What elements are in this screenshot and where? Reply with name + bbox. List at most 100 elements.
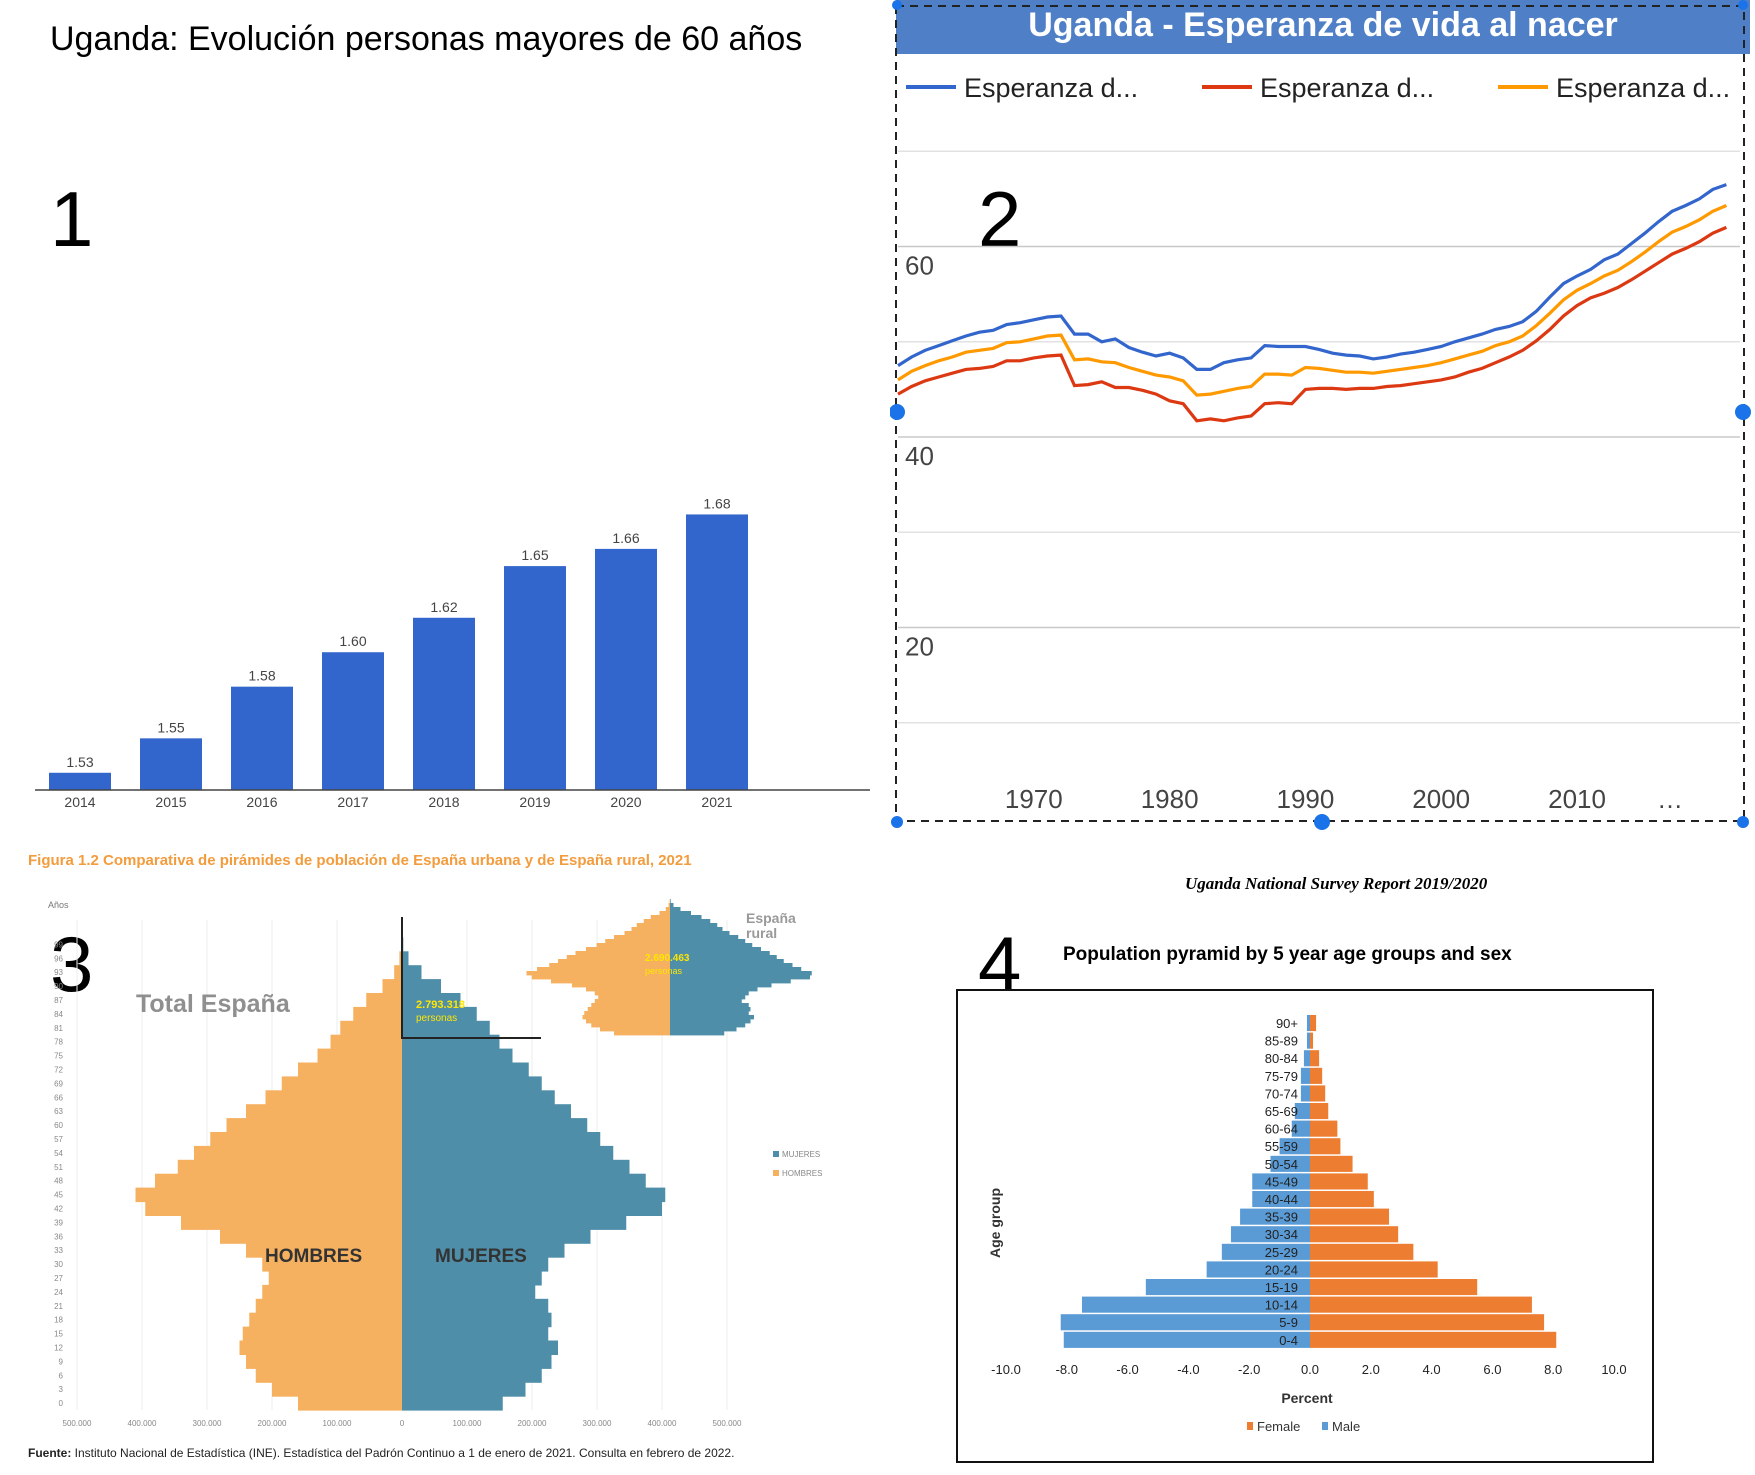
pyramid-bar-male [1270,1155,1310,1172]
x-tick-label: 400.000 [648,1419,677,1428]
resize-handle-top-right[interactable] [1738,0,1748,10]
pyramid-bar-mujeres [402,1020,490,1036]
bar-2019 [504,566,566,790]
x-tick-label: 300.000 [583,1419,612,1428]
bar-value-label: 1.62 [430,599,457,615]
pyramid-bar-mujeres [402,979,441,994]
legend-entry: Esperanza d... [964,73,1138,103]
y-tick-label: 24 [54,1288,63,1297]
pyramid-bar-hombres [366,993,402,1008]
pyramid-bar-female [1310,1243,1414,1260]
pyramid-bar-hombres [239,1340,402,1355]
x-tick-label: -6.0 [1116,1362,1138,1377]
age-group-label: 10-14 [1265,1298,1298,1313]
panel1-bar-chart: 1.53 2014 1.55 2015 1.58 2016 1.60 2017 1.62 2018… [35,495,870,810]
panel2-number: 2 [978,175,1022,263]
pyramid-bar-female [1310,1050,1320,1067]
rural-pyramid-bar [670,915,702,920]
resize-handle-bottom[interactable] [1314,814,1330,830]
rural-pyramid-bar [572,983,670,988]
mujeres-label: MUJERES [435,1246,527,1267]
y-tick-label: 84 [54,1010,63,1019]
pyramid-bar-hombres [181,1215,402,1230]
bar-2021 [686,514,748,790]
rural-pyramid-bar [624,931,670,936]
pyramid-bar-mujeres [402,1201,662,1216]
pyramid-bar-hombres [242,1326,402,1342]
bar-2014 [49,772,111,790]
x-tick-label: 10.0 [1601,1362,1626,1377]
age-group-label: 0-4 [1279,1333,1298,1348]
pyramid-bar-female [1310,1279,1478,1296]
panel4-report-title: Uganda National Survey Report 2019/2020 [1185,874,1488,893]
x-tick-label: 2.0 [1362,1362,1380,1377]
y-tick-label: 45 [54,1191,63,1200]
pyramid-bar-male [1063,1331,1310,1348]
pyramid-bar-female [1310,1314,1545,1331]
pyramid-bar-mujeres [402,1354,552,1369]
bar-2015 [140,738,202,790]
rural-pyramid-bar [670,907,681,912]
x-tick-label: 500.000 [63,1419,92,1428]
y-tick-label: 20 [905,632,934,662]
age-group-label: 90+ [1276,1016,1298,1031]
pyramid-bar-male [1300,1067,1310,1084]
age-group-label: 40-44 [1265,1192,1298,1207]
pyramid-bar-mujeres [402,1173,646,1189]
pyramid-bar-mujeres [402,1298,549,1314]
rural-pyramid-bar [551,979,670,984]
panel2-line-chart[interactable]: Esperanza d... Esperanza d... Esperanza d.… [890,0,1755,830]
y-tick-label: 9 [59,1357,64,1366]
pyramid-bar-mujeres [402,1118,588,1133]
rural-label-line2: rural [746,925,777,941]
bar-2020 [595,548,657,790]
resize-handle-top-left[interactable] [892,0,902,10]
age-group-label: 20-24 [1265,1262,1298,1277]
bar-value-label: 1.58 [248,668,275,684]
rural-pyramid-bar [586,1019,670,1024]
rural-pyramid-bar [605,939,670,944]
legend-male: Male [1332,1419,1360,1434]
rural-pyramid-bar [670,899,671,904]
rural-pyramid-bar [636,923,670,928]
pyramid-bar-hombres [399,951,402,966]
x-tick-label: -10.0 [991,1362,1021,1377]
y-tick-label: 48 [54,1177,63,1186]
rural-pyramid-bar [670,903,674,908]
y-tick-label: 3 [59,1385,64,1394]
y-tick-label: 99 [54,940,63,949]
pyramid-bar-hombres [262,1257,402,1272]
pyramid-bar-hombres [194,1145,402,1161]
rural-pyramid-bar [670,979,791,984]
x-tick-label: … [1657,784,1683,814]
resize-handle-left[interactable] [890,404,905,420]
y-tick-label: 42 [54,1204,63,1213]
legend-male-swatch [1322,1422,1328,1430]
resize-handle-right[interactable] [1735,404,1751,420]
callout-bracket [401,917,541,1039]
pyramid-bar-hombres [298,1062,402,1077]
panel4-legend: Female Male [1247,1419,1360,1434]
y-tick-label: 33 [54,1246,63,1255]
legend-entry: Esperanza d... [1556,73,1730,103]
rural-pyramid-bar [584,1011,670,1016]
panel4-pyramid-chart: 90+ 85-89 80-84 75-79 70-74 65-69 60-64 55-59 50… [956,989,1654,1463]
resize-handle-bottom-left[interactable] [891,816,903,828]
pyramid-bar-mujeres [402,1229,591,1244]
y-axis-label: Age group [987,1188,1003,1258]
resize-handle-bottom-right[interactable] [1737,816,1749,828]
pyramid-bar-hombres [298,1396,402,1411]
pyramid-bar-female [1310,1155,1353,1172]
rural-pyramid-bar [537,967,670,972]
bar-value-label: 1.53 [66,754,93,770]
x-tick-label: 400.000 [128,1419,157,1428]
callout-number: 2.793.318 [416,999,465,1011]
rural-pyramid-bar [614,1031,670,1036]
rural-pyramid-bar [582,1015,670,1020]
pyramid-bar-male [1145,1279,1310,1296]
rural-pyramid-bar [670,971,812,976]
x-tick-label: -4.0 [1177,1362,1199,1377]
pyramid-bar-mujeres [402,1187,666,1203]
legend-entry: Esperanza d... [1260,73,1434,103]
y-tick-label: 75 [54,1052,63,1061]
